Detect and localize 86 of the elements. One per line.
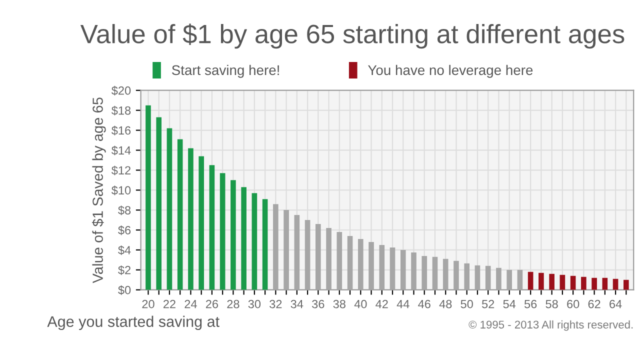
x-tick-label: 50 [460, 300, 473, 308]
bar [528, 272, 534, 290]
bar [241, 187, 246, 290]
y-tick-label: $18 [112, 106, 131, 116]
x-tick-label: 62 [588, 300, 600, 308]
x-tick-label: 56 [524, 300, 537, 308]
bar [294, 215, 300, 290]
legend-label: You have no leverage here [368, 64, 533, 78]
bar [570, 276, 576, 290]
bar [347, 236, 353, 290]
x-tick-label: 42 [376, 300, 388, 308]
bar [177, 139, 183, 290]
y-axis-title: Value of $1 Saved by age 65 [92, 98, 106, 284]
bar [220, 173, 226, 290]
bar [464, 263, 470, 290]
bar [326, 228, 332, 290]
x-tick-label: 22 [164, 300, 176, 308]
y-tick-label: $12 [112, 166, 130, 176]
bar [411, 252, 416, 290]
bar [538, 272, 544, 290]
bar [454, 260, 459, 290]
bar [198, 156, 204, 290]
x-tick-label: 60 [567, 300, 580, 308]
x-tick-label: 48 [439, 300, 452, 308]
y-tick-label: $2 [118, 265, 130, 275]
x-tick-label: 28 [227, 300, 240, 308]
x-tick-label: 52 [482, 300, 494, 308]
bar [517, 270, 523, 290]
bar [624, 280, 629, 290]
x-tick-label: 32 [270, 300, 282, 308]
bar [252, 193, 258, 290]
x-tick-label: 46 [418, 300, 430, 308]
x-tick-label: 40 [354, 300, 367, 308]
x-tick-label: 30 [248, 300, 261, 308]
bar [262, 199, 268, 290]
legend-label: Start saving here! [172, 64, 279, 78]
bar [316, 224, 321, 290]
x-tick-label: 36 [312, 300, 324, 308]
bar [485, 266, 491, 290]
bar [442, 258, 448, 290]
bar [156, 117, 162, 290]
bar [379, 244, 385, 290]
bar [560, 274, 566, 290]
bar [273, 204, 278, 290]
bar [612, 278, 618, 290]
y-tick-label: $14 [112, 146, 131, 156]
x-tick-label: 58 [546, 300, 558, 308]
y-tick-label: $6 [118, 226, 131, 236]
bar [304, 220, 310, 290]
bar [336, 232, 342, 290]
y-tick-label: $0 [118, 285, 131, 295]
x-axis-title: Age you started saving at [47, 316, 220, 330]
bar [422, 256, 428, 290]
text: © 1995 - 2013 All rights reserved. [468, 320, 633, 331]
bar [390, 247, 396, 290]
bar [496, 268, 502, 290]
y-tick-label: $16 [112, 126, 131, 136]
bar [284, 210, 289, 290]
bar [474, 265, 480, 290]
bar [400, 250, 406, 290]
y-tick-label: $8 [118, 206, 131, 216]
bar [602, 278, 608, 290]
bar [230, 180, 236, 290]
y-tick-label: $20 [112, 86, 131, 96]
x-tick-label: 20 [142, 300, 154, 308]
x-tick-label: 34 [290, 300, 304, 308]
bar [146, 105, 151, 290]
x-tick-label: 64 [610, 300, 622, 308]
x-tick-label: 26 [206, 300, 218, 308]
bar [581, 276, 586, 290]
x-tick-label: 38 [333, 300, 346, 308]
x-tick-label: 44 [396, 300, 410, 308]
bar [166, 128, 172, 290]
y-tick-label: $4 [118, 245, 131, 256]
chart-title: Value of $1 by age 65 starting at different ages [80, 24, 624, 49]
bar [209, 165, 215, 290]
bar [368, 242, 374, 290]
bar [358, 238, 364, 290]
bar [188, 148, 194, 290]
x-tick-label: 24 [184, 300, 197, 308]
bar [506, 270, 512, 290]
y-tick-label: $10 [112, 186, 131, 196]
bar [549, 274, 554, 290]
x-tick-label: 54 [503, 300, 516, 308]
bar [592, 278, 597, 290]
bar [432, 256, 438, 290]
